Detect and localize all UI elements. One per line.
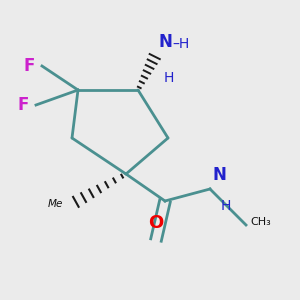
Text: O: O — [148, 214, 164, 232]
Text: F: F — [23, 57, 34, 75]
Text: Me: Me — [48, 199, 63, 209]
Text: H: H — [164, 70, 174, 85]
Text: H: H — [220, 200, 231, 214]
Text: N: N — [159, 33, 173, 51]
Text: F: F — [17, 96, 28, 114]
Text: N: N — [213, 167, 227, 184]
Text: CH₃: CH₃ — [250, 217, 271, 227]
Text: –H: –H — [172, 37, 190, 51]
